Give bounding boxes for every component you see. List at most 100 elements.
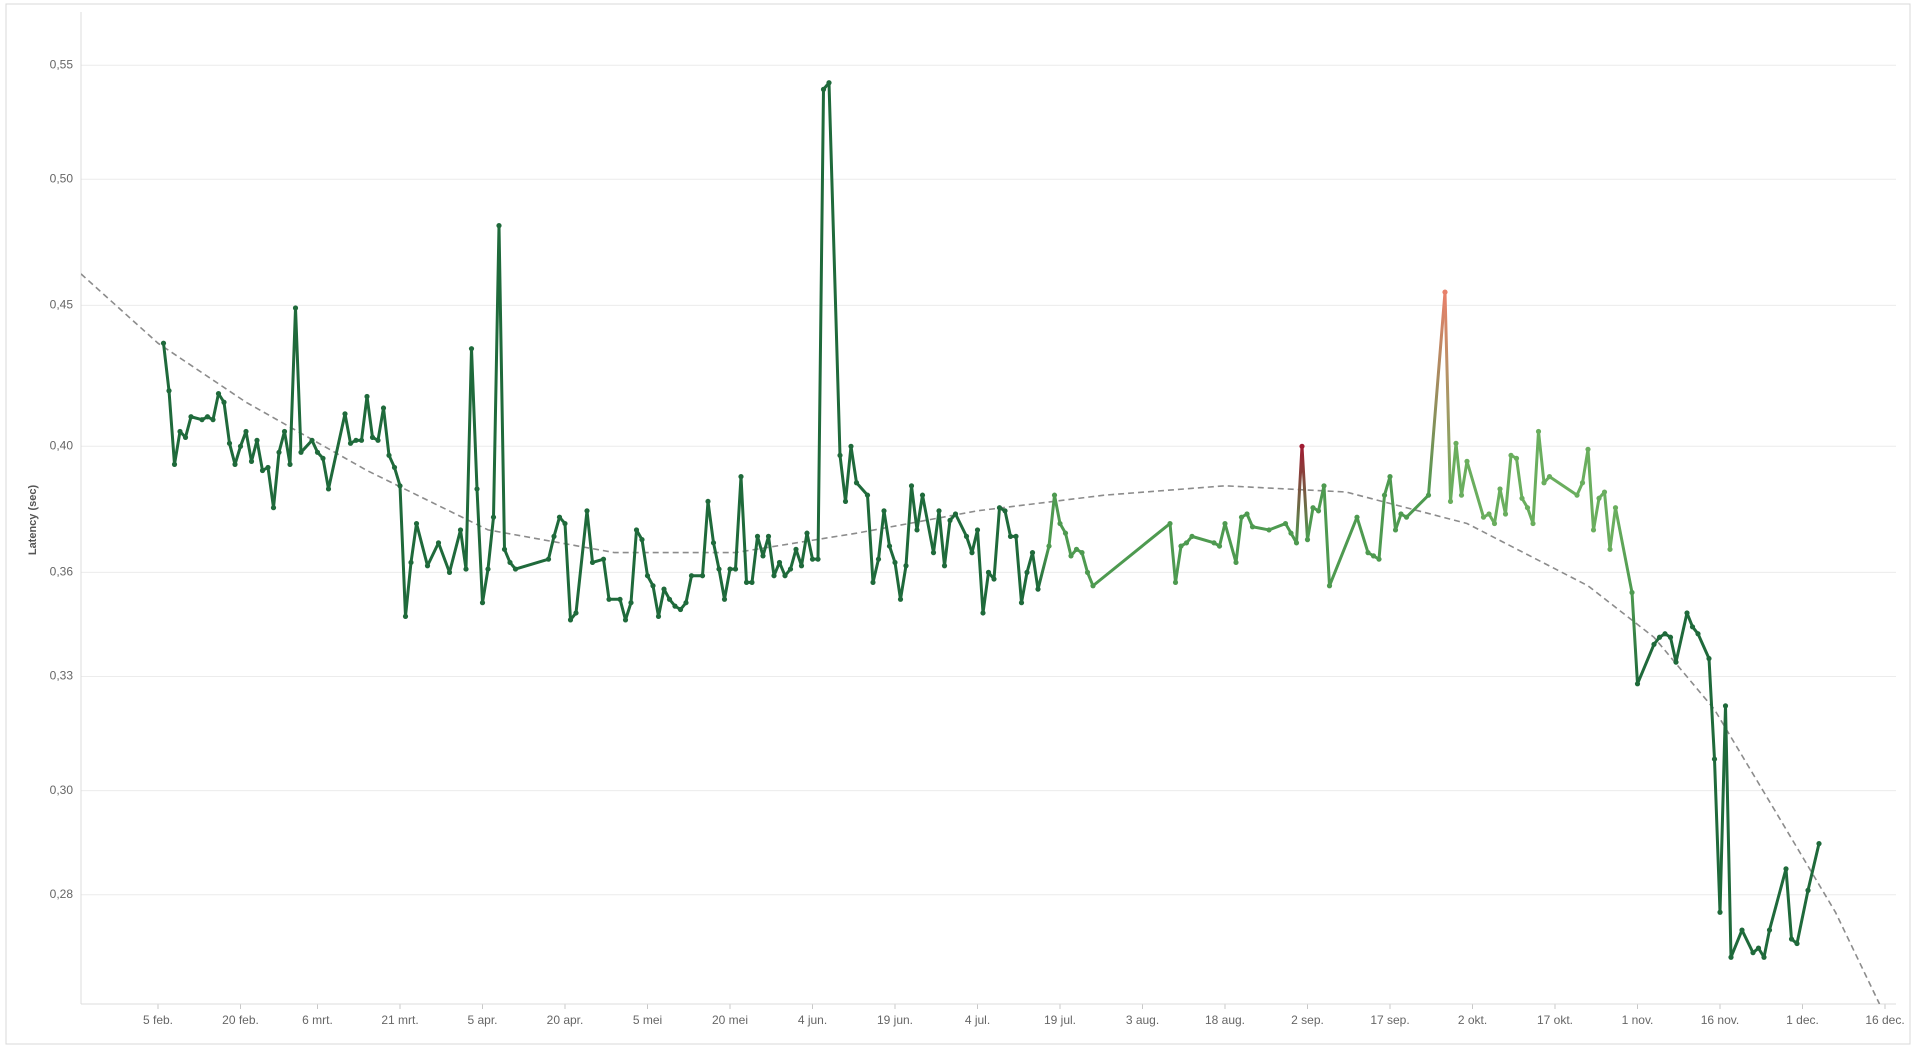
data-point — [1211, 540, 1217, 546]
line-segment — [915, 493, 924, 532]
data-point — [1513, 455, 1520, 461]
line-segment — [756, 534, 765, 558]
line-segment — [266, 465, 275, 510]
data-point — [842, 498, 849, 505]
x-tick-label: 20 feb. — [222, 1013, 259, 1027]
data-point — [688, 573, 695, 579]
x-tick-label: 16 nov. — [1701, 1013, 1739, 1027]
data-point — [1381, 492, 1388, 498]
data-point — [1783, 866, 1789, 872]
x-tick-label: 18 aug. — [1205, 1013, 1245, 1027]
y-tick-label: 0,45 — [50, 298, 74, 312]
line-segment — [937, 509, 946, 568]
data-point — [1805, 887, 1811, 893]
data-point — [1035, 586, 1041, 592]
data-point — [435, 540, 442, 546]
line-segment — [976, 528, 985, 615]
line-segment — [272, 450, 281, 510]
data-point — [265, 464, 271, 471]
data-point — [474, 486, 480, 492]
data-point — [292, 305, 299, 311]
line-segment — [1630, 591, 1639, 686]
data-point — [1238, 514, 1245, 520]
data-point — [683, 600, 689, 606]
data-point — [1299, 443, 1305, 449]
data-point — [639, 537, 645, 543]
line-segment — [1168, 522, 1177, 584]
data-point — [358, 437, 365, 443]
data-point — [826, 80, 832, 86]
data-point — [1073, 546, 1080, 552]
data-point — [1728, 954, 1734, 960]
data-point — [793, 546, 799, 552]
data-point — [314, 449, 321, 455]
data-point — [1651, 641, 1657, 647]
line-segment — [1003, 509, 1012, 538]
data-point — [1310, 505, 1316, 511]
line-segment — [547, 534, 556, 561]
line-segment — [827, 81, 842, 457]
data-point — [1172, 579, 1179, 586]
data-point — [1068, 553, 1074, 559]
data-point — [1249, 524, 1256, 530]
data-point — [771, 573, 777, 579]
data-point — [1453, 440, 1459, 446]
data-point — [182, 434, 189, 440]
data-point — [1079, 550, 1085, 556]
data-point — [325, 486, 332, 492]
y-tick-label: 0,50 — [50, 171, 74, 185]
data-point — [485, 566, 491, 572]
line-segment — [657, 587, 666, 618]
line-segment — [640, 538, 649, 578]
data-point — [237, 443, 244, 449]
data-point — [820, 86, 827, 92]
line-segment — [1740, 928, 1755, 955]
data-point — [1062, 530, 1069, 536]
line-segment — [255, 438, 264, 472]
data-point — [908, 483, 915, 489]
line-segment — [1674, 611, 1689, 664]
data-point — [226, 440, 233, 446]
line-segment — [288, 306, 297, 466]
line-segment — [1251, 525, 1271, 532]
x-tick-label: 20 mei — [712, 1013, 748, 1027]
data-point — [1244, 511, 1250, 517]
data-point — [1480, 514, 1487, 520]
data-point — [556, 514, 563, 520]
data-point — [166, 388, 172, 394]
data-point — [1491, 520, 1498, 527]
data-point — [1293, 540, 1300, 546]
data-point — [160, 340, 167, 346]
line-segment — [1234, 515, 1243, 564]
data-point — [1222, 520, 1228, 527]
data-point — [969, 550, 975, 556]
line-segment — [1047, 493, 1056, 548]
data-point — [1216, 543, 1223, 549]
data-point — [177, 428, 183, 435]
line-segment — [1218, 522, 1227, 548]
line-segment — [1064, 531, 1073, 558]
line-segment — [1696, 632, 1711, 661]
data-point — [1090, 583, 1096, 589]
data-point — [1497, 486, 1503, 492]
data-point — [281, 428, 288, 435]
line-segment — [464, 347, 473, 571]
data-point — [1398, 511, 1404, 517]
line-segment — [228, 441, 237, 466]
data-point — [342, 411, 348, 417]
data-point — [705, 498, 711, 505]
data-point — [210, 417, 216, 423]
data-point — [298, 449, 304, 455]
line-segment — [1394, 512, 1403, 532]
data-point — [815, 556, 821, 562]
data-point — [1722, 703, 1729, 709]
data-point — [204, 414, 211, 420]
line-segment — [514, 557, 550, 571]
line-segment — [184, 415, 193, 439]
line-segment — [1669, 635, 1678, 664]
line-segment — [805, 531, 814, 561]
data-point — [974, 527, 981, 533]
data-point — [1370, 553, 1377, 559]
data-point — [1794, 940, 1800, 947]
data-point — [551, 533, 557, 539]
